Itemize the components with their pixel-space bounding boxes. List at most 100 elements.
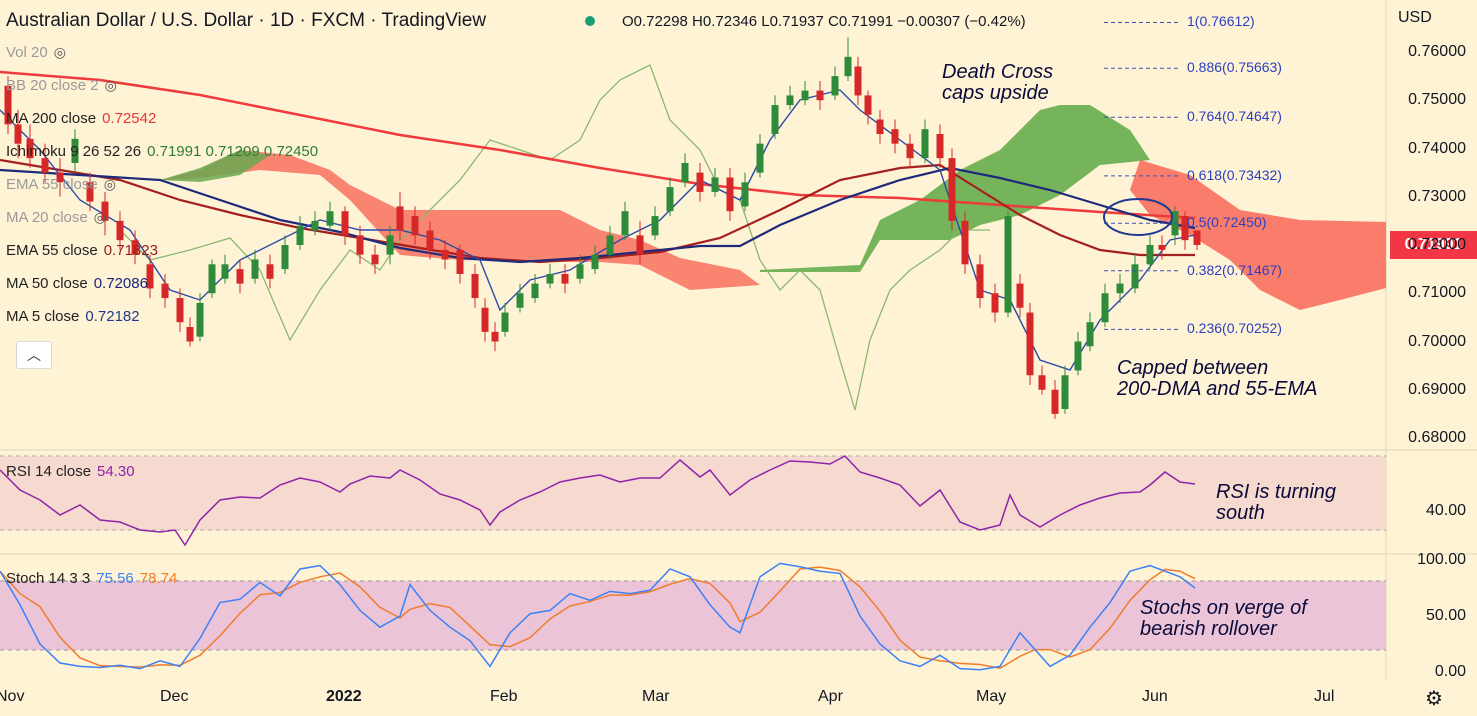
candle-down bbox=[186, 327, 194, 342]
legend-item[interactable]: MA 50 close 0.72086 bbox=[6, 275, 148, 292]
legend-item[interactable]: MA 200 close 0.72542 bbox=[6, 110, 156, 127]
candle-up bbox=[1131, 264, 1139, 289]
legend-label: MA 5 close bbox=[6, 308, 80, 325]
stoch-d-line bbox=[0, 566, 1196, 670]
collapse-legend-button[interactable]: ︿ bbox=[16, 341, 52, 369]
ma200-line bbox=[0, 70, 1196, 220]
legend-label: Ichimoku 9 26 52 26 bbox=[6, 143, 142, 160]
oscillator-tick: 0.00 bbox=[1434, 663, 1466, 680]
price-tick: 0.73000 bbox=[1408, 187, 1466, 205]
stoch-band bbox=[0, 581, 1386, 650]
candle-up bbox=[1061, 375, 1069, 410]
ohlc-readout: O0.72298 H0.72346 L0.71937 C0.71991 −0.0… bbox=[622, 13, 1026, 30]
legend-item[interactable]: BB 20 close 2 ◎ bbox=[6, 77, 117, 94]
candle-up bbox=[666, 187, 674, 212]
candle-down bbox=[101, 201, 109, 221]
candle-down bbox=[961, 220, 969, 265]
candle-up bbox=[386, 235, 394, 255]
time-tick: 2022 bbox=[326, 688, 362, 705]
candle-up bbox=[1116, 283, 1124, 294]
candle-up bbox=[1086, 322, 1094, 347]
candle-up bbox=[501, 312, 509, 332]
ema55-line bbox=[0, 158, 1195, 264]
legend-item[interactable]: Vol 20 ◎ bbox=[6, 44, 66, 61]
legend-label: MA 20 close bbox=[6, 209, 88, 226]
hidden-eye-icon[interactable]: ◎ bbox=[53, 44, 66, 60]
price-tick: 0.68000 bbox=[1408, 429, 1466, 446]
oscillator-tick: 100.00 bbox=[1417, 551, 1466, 568]
legend-item[interactable]: EMA 55 close ◎ bbox=[6, 176, 116, 193]
hidden-eye-icon[interactable]: ◎ bbox=[104, 77, 117, 93]
candle-down bbox=[26, 138, 34, 159]
candle-down bbox=[726, 177, 734, 212]
fib-label: 1(0.76612) bbox=[1187, 13, 1255, 30]
candle-up bbox=[71, 138, 79, 163]
death-cross-note: Death Cross caps upside bbox=[942, 61, 1054, 104]
candle-down bbox=[456, 249, 464, 274]
candle-down bbox=[1038, 375, 1046, 390]
candle-down bbox=[1051, 389, 1059, 414]
candle-up bbox=[1101, 293, 1109, 323]
legend-item[interactable]: Ichimoku 9 26 52 26 0.71991 0.71209 0.724… bbox=[6, 143, 318, 160]
candle-down bbox=[864, 95, 872, 115]
stoch-note: Stochs on verge of bearish rollover bbox=[1140, 597, 1307, 640]
candle-up bbox=[296, 225, 304, 245]
fib-label: 0.236(0.70252) bbox=[1187, 320, 1282, 337]
currency-label: USD bbox=[1398, 9, 1432, 26]
candle-up bbox=[251, 259, 259, 279]
legend-item[interactable]: MA 5 close 0.72182 bbox=[6, 308, 140, 325]
candle-up bbox=[1004, 216, 1012, 313]
price-tick: 0.72000 bbox=[1408, 236, 1466, 253]
candle-down bbox=[1016, 283, 1024, 308]
price-tick: 0.76000 bbox=[1408, 43, 1466, 60]
rsi-band bbox=[0, 456, 1386, 530]
lagging-span-line bbox=[119, 64, 990, 411]
legend-label: BB 20 close 2 bbox=[6, 77, 99, 94]
chart-title: Australian Dollar / U.S. Dollar · 1D · F… bbox=[6, 10, 487, 31]
price-tick: 0.75000 bbox=[1408, 91, 1466, 109]
stoch-legend: Stoch 14 3 3 75.56 78.74 bbox=[6, 570, 178, 587]
candle-down bbox=[116, 220, 124, 241]
time-tick: Jun bbox=[1142, 688, 1168, 705]
candle-down bbox=[1193, 230, 1201, 245]
fib-label: 0.886(0.75663) bbox=[1187, 59, 1282, 76]
candle-up bbox=[651, 216, 659, 236]
kumo-bear bbox=[1130, 160, 1386, 310]
fib-label: 0.5(0.72450) bbox=[1187, 214, 1267, 231]
kumo-bull bbox=[160, 150, 270, 182]
fib-label: 0.618(0.73432) bbox=[1187, 166, 1282, 183]
candle-down bbox=[936, 134, 944, 159]
candle-up bbox=[606, 235, 614, 255]
live-status-dot bbox=[585, 16, 595, 26]
legend-value: 0.72182 bbox=[85, 308, 140, 325]
time-tick: Nov bbox=[0, 688, 25, 705]
hidden-eye-icon[interactable]: ◎ bbox=[103, 176, 116, 192]
candle-up bbox=[756, 143, 764, 173]
ma50-line bbox=[0, 166, 1196, 264]
candle-up bbox=[844, 56, 852, 77]
candle-down bbox=[161, 283, 169, 299]
legend-value: 0.71991 0.71209 0.72450 bbox=[147, 143, 319, 160]
legend-item[interactable]: MA 20 close ◎ bbox=[6, 209, 106, 226]
legend-label: MA 200 close bbox=[6, 110, 97, 127]
time-tick: Jul bbox=[1314, 688, 1335, 705]
candle-down bbox=[236, 269, 244, 284]
candle-down bbox=[1026, 312, 1034, 376]
candle-up bbox=[196, 302, 204, 337]
candle-up bbox=[326, 211, 334, 226]
settings-gear-icon[interactable]: ⚙ bbox=[1425, 688, 1443, 710]
candle-down bbox=[426, 230, 434, 250]
candle-down bbox=[491, 331, 499, 342]
candle-down bbox=[876, 119, 884, 135]
legend-item[interactable]: EMA 55 close 0.71823 bbox=[6, 242, 158, 259]
candle-up bbox=[516, 293, 524, 308]
candle-down bbox=[891, 129, 899, 144]
rsi-legend: RSI 14 close 54.30 bbox=[6, 463, 135, 480]
time-tick: Apr bbox=[818, 688, 843, 705]
stoch-k-line bbox=[0, 562, 1196, 671]
hidden-eye-icon[interactable]: ◎ bbox=[93, 209, 106, 225]
candle-up bbox=[546, 273, 554, 284]
candle-up bbox=[576, 264, 584, 279]
candle-down bbox=[396, 206, 404, 231]
